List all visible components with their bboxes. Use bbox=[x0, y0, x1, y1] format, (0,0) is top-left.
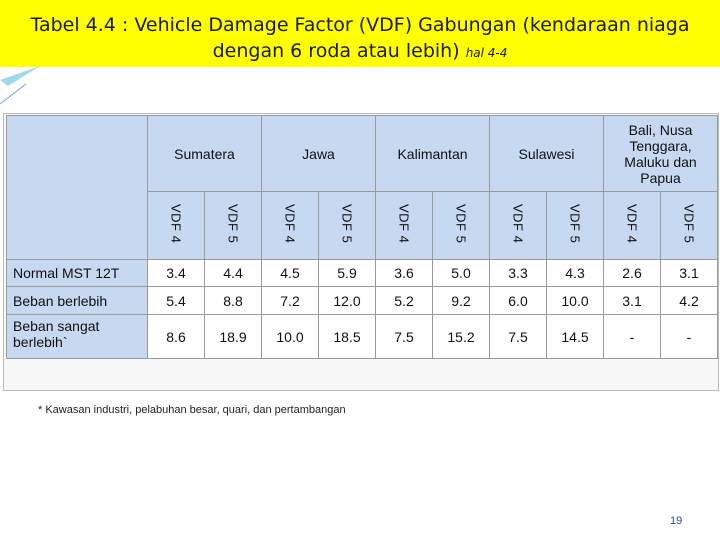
table-row: Beban berlebih 5.4 8.8 7.2 12.0 5.2 9.2 … bbox=[6, 286, 718, 315]
table-row: Beban sangat berlebih` 8.6 18.9 10.0 18.… bbox=[6, 314, 718, 359]
table-cell: 5.4 bbox=[147, 286, 205, 315]
group-header-bali-nusa-tenggara-maluku-papua: Bali, Nusa Tenggara, Maluku dan Papua bbox=[603, 115, 718, 192]
subheader-vdf4: VDF 4 bbox=[489, 191, 547, 260]
table-header-row: Sumatera Jawa Kalimantan Sulawesi Bali, … bbox=[6, 115, 718, 260]
decorative-lines-icon bbox=[0, 66, 40, 105]
title-bar bbox=[0, 0, 720, 67]
table-cell: 3.6 bbox=[375, 259, 433, 287]
table-cell: 4.5 bbox=[261, 259, 319, 287]
table-cell: 8.6 bbox=[147, 314, 205, 359]
subheader-vdf5: VDF 5 bbox=[318, 191, 376, 260]
group-header-sumatera: Sumatera bbox=[147, 115, 262, 192]
table-cell: 7.5 bbox=[375, 314, 433, 359]
table-cell: 10.0 bbox=[546, 286, 604, 315]
table-cell: 15.2 bbox=[432, 314, 490, 359]
table-cell: 4.2 bbox=[660, 286, 718, 315]
table-cell: 10.0 bbox=[261, 314, 319, 359]
table-row: Normal MST 12T 3.4 4.4 4.5 5.9 3.6 5.0 3… bbox=[6, 259, 718, 287]
table-cell: 6.0 bbox=[489, 286, 547, 315]
table-cell: 18.9 bbox=[204, 314, 262, 359]
subheader-vdf4: VDF 4 bbox=[261, 191, 319, 260]
table-cell: 3.4 bbox=[147, 259, 205, 287]
title-text: Tabel 4.4 : Vehicle Damage Factor (VDF) … bbox=[30, 14, 690, 62]
subheader-vdf5: VDF 5 bbox=[204, 191, 262, 260]
table-cell: 4.3 bbox=[546, 259, 604, 287]
table-cell: 9.2 bbox=[432, 286, 490, 315]
table-cell: 5.0 bbox=[432, 259, 490, 287]
group-header-kalimantan: Kalimantan bbox=[375, 115, 490, 192]
row-label: Beban sangat berlebih` bbox=[6, 314, 148, 359]
table-cell: - bbox=[660, 314, 718, 359]
table-cell: 5.9 bbox=[318, 259, 376, 287]
page-number: 19 bbox=[670, 515, 683, 527]
group-header-sulawesi: Sulawesi bbox=[489, 115, 604, 192]
table-cell: 5.2 bbox=[375, 286, 433, 315]
table-cell: 7.2 bbox=[261, 286, 319, 315]
table-cell: 8.8 bbox=[204, 286, 262, 315]
vdf-table: Sumatera Jawa Kalimantan Sulawesi Bali, … bbox=[6, 115, 718, 359]
subheader-vdf4: VDF 4 bbox=[375, 191, 433, 260]
table-cell: - bbox=[603, 314, 661, 359]
row-label: Beban berlebih bbox=[6, 286, 148, 315]
title-reference: hal 4-4 bbox=[465, 46, 508, 60]
subheader-vdf4: VDF 4 bbox=[603, 191, 661, 260]
table-cell: 3.1 bbox=[603, 286, 661, 315]
table-cell: 3.3 bbox=[489, 259, 547, 287]
table-cell: 7.5 bbox=[489, 314, 547, 359]
subheader-vdf5: VDF 5 bbox=[660, 191, 718, 260]
slide-title: Tabel 4.4 : Vehicle Damage Factor (VDF) … bbox=[0, 12, 720, 66]
subheader-vdf5: VDF 5 bbox=[432, 191, 490, 260]
table-subheader-row: VDF 4 VDF 5 VDF 4 VDF 5 VDF 4 VDF 5 VDF … bbox=[7, 191, 718, 260]
subheader-vdf5: VDF 5 bbox=[546, 191, 604, 260]
table-cell: 4.4 bbox=[204, 259, 262, 287]
subheader-vdf4: VDF 4 bbox=[147, 191, 205, 260]
group-header-jawa: Jawa bbox=[261, 115, 376, 192]
row-label: Normal MST 12T bbox=[6, 259, 148, 287]
table-cell: 14.5 bbox=[546, 314, 604, 359]
table-cell: 3.1 bbox=[660, 259, 718, 287]
footnote: * Kawasan industri, pelabuhan besar, qua… bbox=[38, 404, 346, 416]
table-corner-cell bbox=[6, 115, 148, 260]
table-cell: 2.6 bbox=[603, 259, 661, 287]
table-cell: 12.0 bbox=[318, 286, 376, 315]
table-cell: 18.5 bbox=[318, 314, 376, 359]
